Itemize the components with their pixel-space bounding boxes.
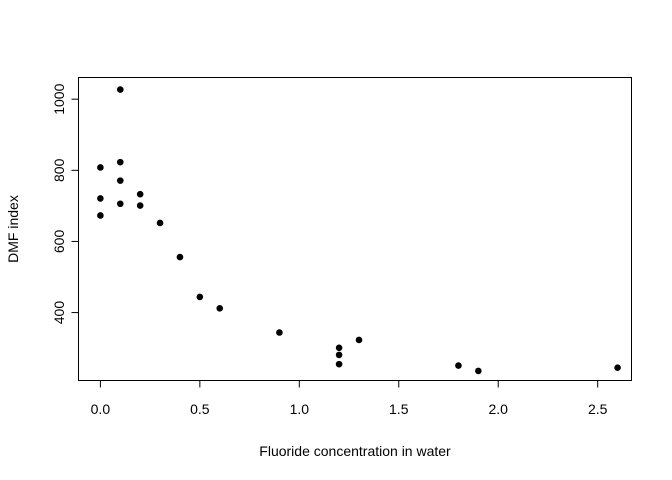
data-point [335,351,343,359]
data-point [176,253,184,261]
data-point [136,202,144,209]
data-point [614,364,621,371]
data-point [276,329,283,336]
data-point [475,367,482,375]
data-points [97,86,621,375]
plot-frame [78,77,632,381]
data-point [196,293,204,301]
data-point [97,164,104,171]
y-tick-label: 1000 [51,83,67,114]
y-tick-label: 400 [51,301,67,325]
data-point [116,86,124,93]
data-point [335,360,343,368]
data-point [116,177,124,184]
x-axis-label: Fluoride concentration in water [259,443,451,459]
data-point [355,336,363,344]
data-point [455,362,462,369]
y-tick-label: 600 [51,230,67,254]
data-point [97,195,104,202]
data-point [116,158,124,166]
y-axis: 400 600 800 1000 [51,83,79,324]
y-axis-label: DMF index [5,195,21,263]
x-tick-label: 1.5 [389,401,409,417]
x-tick-label: 1.0 [290,401,310,417]
x-tick-label: 0.5 [190,401,210,417]
data-point [116,200,124,208]
data-point [216,305,224,312]
x-tick-label: 0.0 [91,401,111,417]
data-point [136,190,144,198]
data-point [97,212,104,219]
y-tick-label: 800 [51,158,67,182]
x-tick-label: 2.5 [588,401,608,417]
data-point [156,219,164,227]
x-axis: 0.0 0.5 1.0 1.5 2.0 2.5 [91,380,608,417]
x-tick-label: 2.0 [488,401,508,417]
data-point [335,344,343,352]
